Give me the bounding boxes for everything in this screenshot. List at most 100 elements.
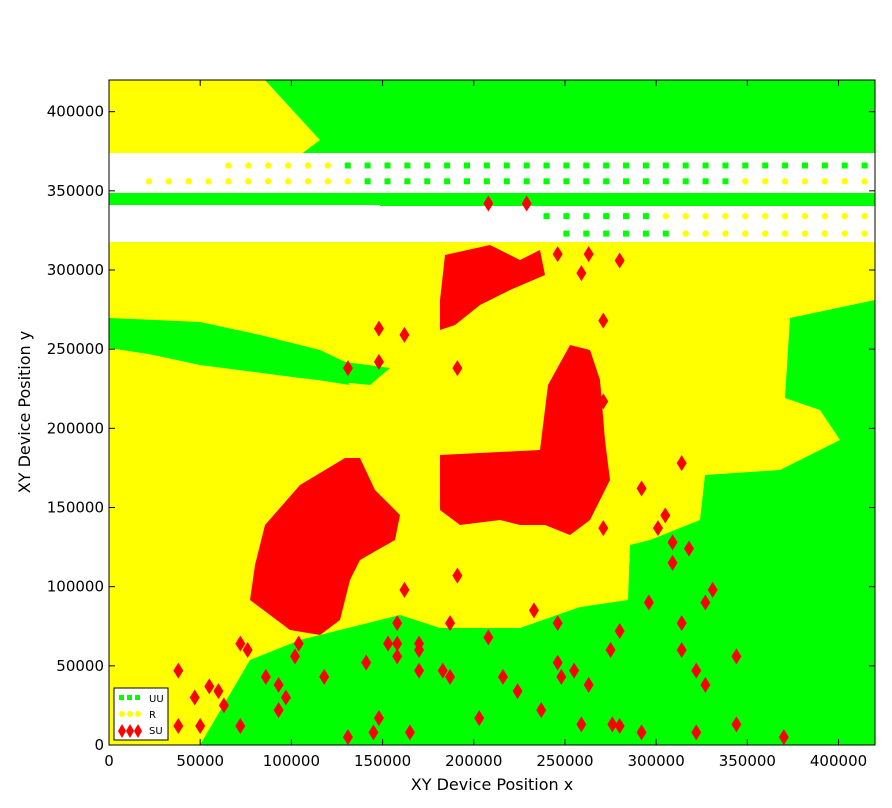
su-point (660, 507, 671, 524)
su-point (342, 360, 353, 377)
y-tick-label: 50000 (56, 657, 104, 675)
su-point (392, 648, 403, 665)
uu-point (623, 213, 630, 220)
r-point (821, 212, 829, 220)
y-tick-label: 300000 (47, 261, 104, 279)
uu-point (662, 230, 669, 237)
r-point (742, 178, 749, 185)
uu-point (404, 178, 411, 185)
r-point (702, 212, 709, 220)
uu-point (702, 178, 709, 185)
uu-point (603, 230, 610, 237)
su-point (414, 635, 425, 652)
y-tick-label: 100000 (47, 578, 104, 596)
uu-point (742, 162, 749, 169)
legend-label-r: R (149, 710, 156, 721)
r-point (185, 178, 192, 185)
uu-point (623, 178, 630, 185)
uu-point (444, 178, 451, 185)
r-point (284, 162, 292, 169)
su-point (392, 635, 403, 652)
su-point (636, 480, 647, 497)
su-point (667, 554, 678, 571)
r-point (861, 212, 868, 220)
r-point (722, 230, 729, 237)
su-point (583, 676, 594, 693)
uu-point (861, 162, 868, 169)
uu-point (642, 178, 649, 185)
r-point (125, 144, 133, 152)
r-point (762, 178, 769, 185)
su-point (652, 520, 663, 537)
x-tick-label: 150000 (354, 752, 411, 770)
su-point (683, 540, 694, 557)
su-point (445, 615, 456, 632)
su-point (414, 662, 425, 679)
uu-point (642, 213, 649, 220)
r-point (801, 212, 809, 220)
uu-point (702, 162, 709, 169)
y-tick-label: 400000 (47, 103, 104, 121)
r-point (165, 178, 173, 185)
uu-point (404, 162, 411, 169)
r-point (682, 230, 689, 237)
legend-label-su: SU (149, 726, 163, 737)
y-axis-label: XY Device Position y (15, 331, 34, 493)
r-point (245, 162, 252, 169)
su-point (173, 718, 184, 734)
r-point (742, 230, 749, 237)
r-point (265, 178, 272, 185)
su-point (700, 594, 711, 611)
uu-point (662, 178, 669, 185)
su-point (700, 676, 711, 693)
x-tick-label: 100000 (263, 752, 320, 770)
su-point (569, 662, 580, 679)
uu-point (523, 178, 530, 185)
uu-point (662, 162, 669, 169)
r-point (821, 230, 829, 237)
y-tick-label: 150000 (47, 499, 104, 517)
uu-point (384, 178, 391, 185)
uu-point (424, 178, 431, 185)
r-point (304, 178, 312, 185)
su-point (614, 623, 625, 639)
su-point (437, 662, 448, 679)
su-point (319, 668, 330, 685)
su-markers-layer (173, 195, 789, 745)
region-su-center (440, 345, 610, 535)
x-tick-label: 200000 (445, 752, 502, 770)
r-point (682, 212, 689, 220)
su-point (643, 594, 654, 611)
su-point (373, 353, 384, 370)
r-point (185, 144, 192, 152)
su-point (607, 716, 618, 733)
su-point (707, 581, 718, 598)
su-point (399, 581, 410, 598)
uu-point (483, 162, 490, 169)
r-point (861, 230, 868, 237)
uu-point (801, 162, 808, 169)
uu-point (762, 162, 769, 169)
su-point (383, 635, 394, 652)
r-point (722, 212, 729, 220)
su-point (195, 718, 206, 734)
r-point (841, 230, 848, 237)
su-point (731, 648, 742, 665)
su-point (605, 642, 616, 658)
r-point (205, 144, 212, 152)
su-point (342, 729, 353, 745)
region-empty-band-1 (109, 153, 875, 193)
region-uu-left-band (109, 318, 390, 385)
su-point (392, 615, 403, 632)
r-point (801, 178, 809, 185)
r-point (284, 178, 292, 185)
uu-point (782, 162, 789, 169)
uu-point (384, 162, 391, 169)
r-point (841, 212, 848, 220)
r-point (702, 230, 709, 237)
uu-point (603, 178, 610, 185)
su-point (273, 676, 284, 693)
uu-point (364, 178, 371, 185)
uu-point (563, 178, 570, 185)
